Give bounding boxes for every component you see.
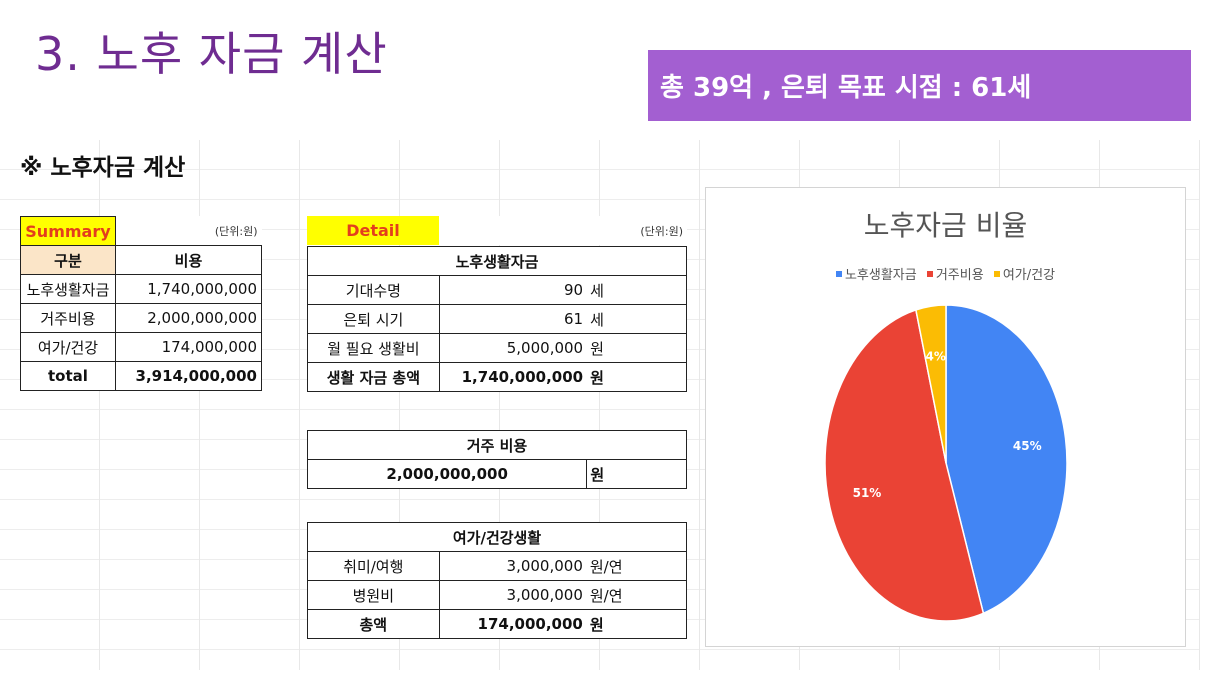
summary-total-value: 3,914,000,000: [114, 361, 263, 391]
table-row: 월 필요 생활비 5,000,000 원: [307, 333, 688, 363]
summary-cell: 1,740,000,000: [114, 274, 263, 304]
detail-cell: 3,000,000: [438, 551, 587, 581]
legend-item: 여가/건강: [993, 264, 1056, 283]
detail-unit-cell: 원/연: [586, 551, 687, 581]
detail-cell: 61: [438, 304, 588, 334]
detail-unit-cell: 원: [586, 609, 687, 639]
detail-label: Detail: [307, 216, 439, 245]
chart-title: 노후자금 비율: [863, 209, 1028, 242]
table-row: 노후생활자금 1,740,000,000: [20, 274, 263, 304]
summary-total-label: total: [20, 361, 116, 391]
pie-plot: 45% 51% 4%: [824, 304, 1068, 622]
detail-cell: 취미/여행: [307, 551, 440, 581]
banner-text: 총 39억 , 은퇴 목표 시점 : 61세: [660, 73, 1032, 103]
table-row: total 3,914,000,000: [20, 361, 263, 391]
summary-banner: 총 39억 , 은퇴 목표 시점 : 61세: [648, 50, 1191, 121]
detail-cell: 1,740,000,000: [438, 362, 588, 392]
table-row: 생활 자금 총액 1,740,000,000 원: [307, 362, 688, 392]
detail-unit: (단위:원): [640, 224, 683, 238]
table-row: 2,000,000,000 원: [306, 459, 687, 489]
housing-cost-table: 거주 비용 2,000,000,000 원: [306, 430, 687, 489]
pie-data-label: 51%: [853, 486, 882, 500]
summary-header-category: 구분: [20, 245, 116, 275]
summary-unit: (단위:원): [214, 224, 258, 238]
detail-label-row: Detail (단위:원): [307, 216, 687, 245]
table-row: 기대수명 90 세: [307, 275, 688, 305]
summary-header-cost: 비용: [114, 245, 263, 275]
table-row: 취미/여행 3,000,000 원/연: [307, 551, 687, 581]
detail-cell: 생활 자금 총액: [307, 362, 440, 392]
detail-cell: 174,000,000: [438, 609, 587, 639]
detail-cell: 기대수명: [307, 275, 440, 305]
legend-item: 거주비용: [926, 264, 984, 283]
legend-swatch: [993, 270, 1000, 277]
section-subtitle: ※ 노후자금 계산: [20, 155, 186, 181]
living-expense-table: 노후생활자금 기대수명 90 세 은퇴 시기 61 세 월 필요 생활비 5,0…: [307, 246, 688, 392]
detail-cell: 은퇴 시기: [307, 304, 440, 334]
table-row: 총액 174,000,000 원: [307, 609, 687, 639]
legend-swatch: [926, 270, 933, 277]
summary-cell: 174,000,000: [114, 332, 263, 362]
housing-cost-unit: 원: [586, 459, 687, 489]
table-row: 병원비 3,000,000 원/연: [307, 580, 687, 610]
pie-chart[interactable]: 노후자금 비율 노후생활자금 거주비용 여가/건강 45% 51% 4%: [705, 187, 1186, 647]
leisure-health-table: 여가/건강생활 취미/여행 3,000,000 원/연 병원비 3,000,00…: [307, 522, 687, 639]
pie-slice-living-expense[interactable]: [945, 304, 1068, 615]
table-row: 거주비용 2,000,000,000: [20, 303, 263, 333]
legend-label: 거주비용: [935, 268, 984, 283]
legend-item: 노후생활자금: [835, 264, 917, 283]
summary-table: Summary (단위:원) 구분 비용 노후생활자금 1,740,000,00…: [20, 216, 263, 391]
table-row: 여가/건강 174,000,000: [20, 332, 263, 362]
summary-label: Summary: [20, 216, 116, 246]
pie-slice-housing-cost[interactable]: [824, 308, 985, 622]
detail-unit-cell: 세: [587, 275, 688, 305]
table-row: 은퇴 시기 61 세: [307, 304, 688, 334]
legend-swatch: [835, 270, 842, 277]
detail-cell: 총액: [307, 609, 440, 639]
living-expense-header: 노후생활자금: [307, 246, 687, 276]
pie-data-label: 45%: [1013, 439, 1042, 453]
housing-cost-value: 2,000,000,000: [306, 459, 588, 489]
summary-cell: 여가/건강: [20, 332, 116, 362]
legend-label: 노후생활자금: [844, 268, 917, 283]
pie-data-label: 4%: [926, 349, 946, 363]
detail-cell: 3,000,000: [438, 580, 587, 610]
detail-cell: 월 필요 생활비: [307, 333, 440, 363]
detail-unit-cell: 원/연: [586, 580, 687, 610]
pie-slice-leisure-health[interactable]: [915, 304, 947, 464]
detail-cell: 90: [438, 275, 588, 305]
summary-cell: 2,000,000,000: [114, 303, 263, 333]
detail-unit-cell: 원: [587, 362, 688, 392]
detail-cell: 병원비: [307, 580, 440, 610]
page-title: 3. 노후 자금 계산: [35, 27, 388, 81]
leisure-health-header: 여가/건강생활: [307, 522, 687, 552]
detail-unit-cell: 세: [587, 304, 688, 334]
detail-cell: 5,000,000: [438, 333, 588, 363]
housing-cost-header: 거주 비용: [307, 430, 687, 460]
chart-legend: 노후생활자금 거주비용 여가/건강: [706, 264, 1185, 283]
summary-cell: 노후생활자금: [20, 274, 116, 304]
legend-label: 여가/건강: [1002, 268, 1056, 283]
summary-cell: 거주비용: [20, 303, 116, 333]
detail-unit-cell: 원: [587, 333, 688, 363]
